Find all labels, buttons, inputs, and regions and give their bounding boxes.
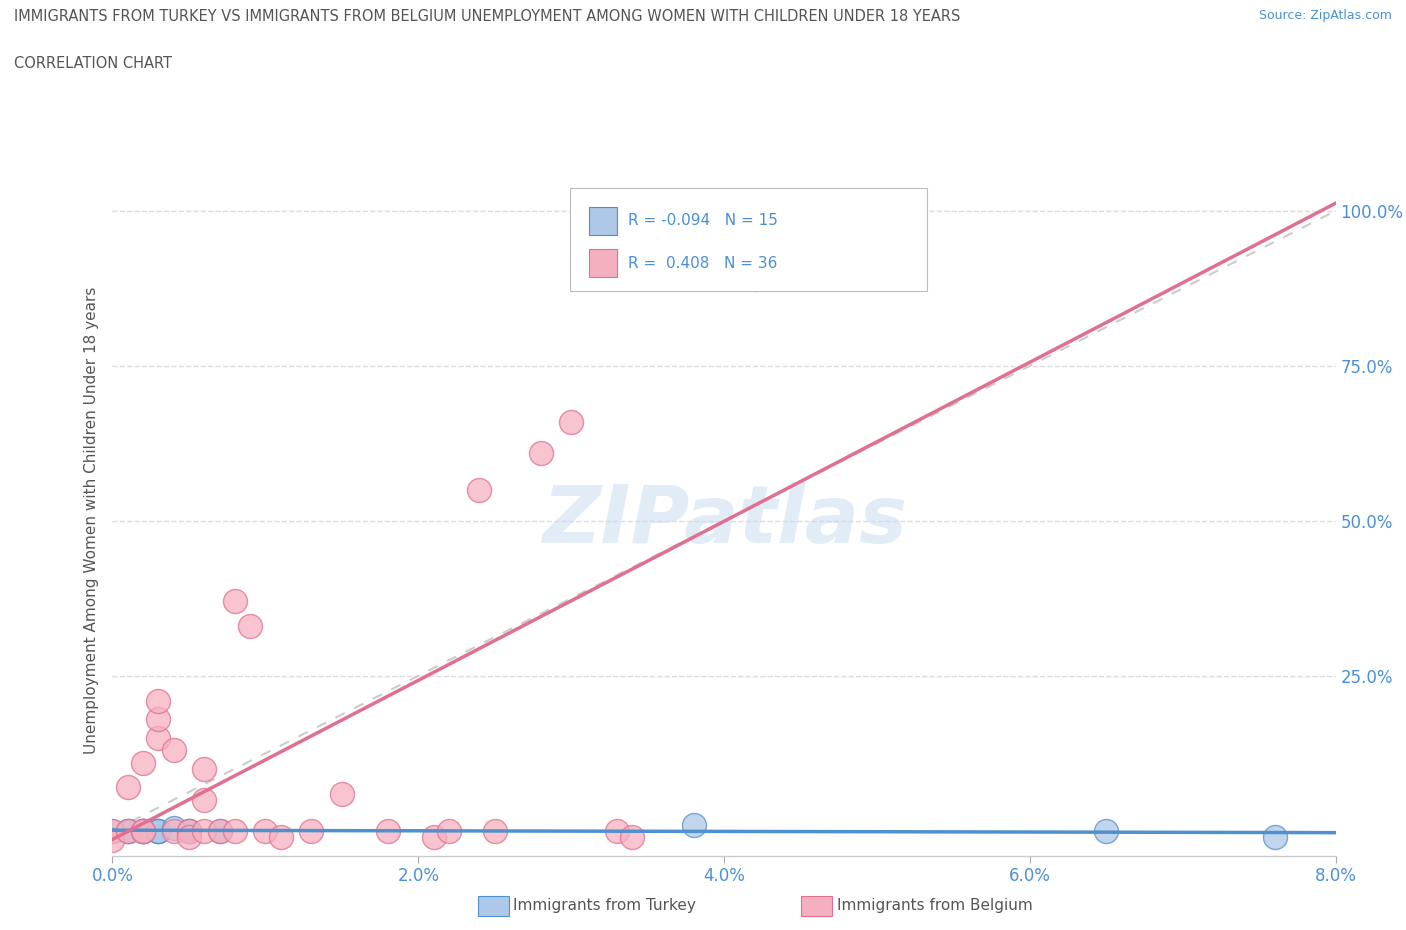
Point	[132, 823, 155, 838]
Point	[299, 823, 322, 838]
Point	[177, 823, 200, 838]
Point	[239, 618, 262, 633]
Text: Immigrants from Turkey: Immigrants from Turkey	[513, 898, 696, 913]
Point	[560, 414, 582, 429]
Point	[132, 823, 155, 838]
Text: Source: ZipAtlas.com: Source: ZipAtlas.com	[1258, 9, 1392, 22]
Text: CORRELATION CHART: CORRELATION CHART	[14, 56, 172, 71]
Point	[163, 743, 186, 758]
Point	[148, 693, 170, 708]
Point	[1264, 830, 1286, 844]
Point	[208, 823, 231, 838]
Point	[606, 823, 628, 838]
Point	[422, 830, 444, 844]
Text: Immigrants from Belgium: Immigrants from Belgium	[837, 898, 1032, 913]
Point	[177, 830, 200, 844]
Point	[148, 823, 170, 838]
Point	[682, 817, 704, 832]
Point	[117, 823, 139, 838]
Point	[148, 823, 170, 838]
Point	[132, 823, 155, 838]
Point	[101, 823, 124, 838]
Point	[163, 820, 186, 835]
Point	[224, 594, 246, 609]
Point	[132, 823, 155, 838]
Text: ZIPatlas: ZIPatlas	[541, 482, 907, 560]
Y-axis label: Unemployment Among Women with Children Under 18 years: Unemployment Among Women with Children U…	[84, 287, 100, 754]
Point	[193, 823, 215, 838]
Point	[177, 823, 200, 838]
Point	[270, 830, 292, 844]
Point	[759, 259, 782, 274]
Point	[330, 786, 353, 801]
Point	[744, 272, 766, 286]
Point	[621, 830, 644, 844]
Point	[101, 823, 124, 838]
Point	[132, 823, 155, 838]
Point	[101, 832, 124, 847]
Point	[224, 823, 246, 838]
Point	[117, 780, 139, 795]
Point	[1095, 823, 1118, 838]
Point	[529, 445, 551, 460]
Point	[208, 823, 231, 838]
Point	[254, 823, 277, 838]
Point	[132, 755, 155, 770]
Point	[193, 762, 215, 777]
Text: R =  0.408   N = 36: R = 0.408 N = 36	[628, 256, 778, 271]
Point	[437, 823, 460, 838]
Point	[193, 792, 215, 807]
Point	[377, 823, 399, 838]
Point	[484, 823, 506, 838]
Point	[468, 483, 491, 498]
Point	[177, 823, 200, 838]
Point	[148, 711, 170, 726]
Text: R = -0.094   N = 15: R = -0.094 N = 15	[628, 213, 778, 229]
Point	[117, 823, 139, 838]
Text: IMMIGRANTS FROM TURKEY VS IMMIGRANTS FROM BELGIUM UNEMPLOYMENT AMONG WOMEN WITH : IMMIGRANTS FROM TURKEY VS IMMIGRANTS FRO…	[14, 9, 960, 24]
Point	[117, 823, 139, 838]
Point	[148, 730, 170, 745]
Point	[148, 823, 170, 838]
Point	[163, 823, 186, 838]
